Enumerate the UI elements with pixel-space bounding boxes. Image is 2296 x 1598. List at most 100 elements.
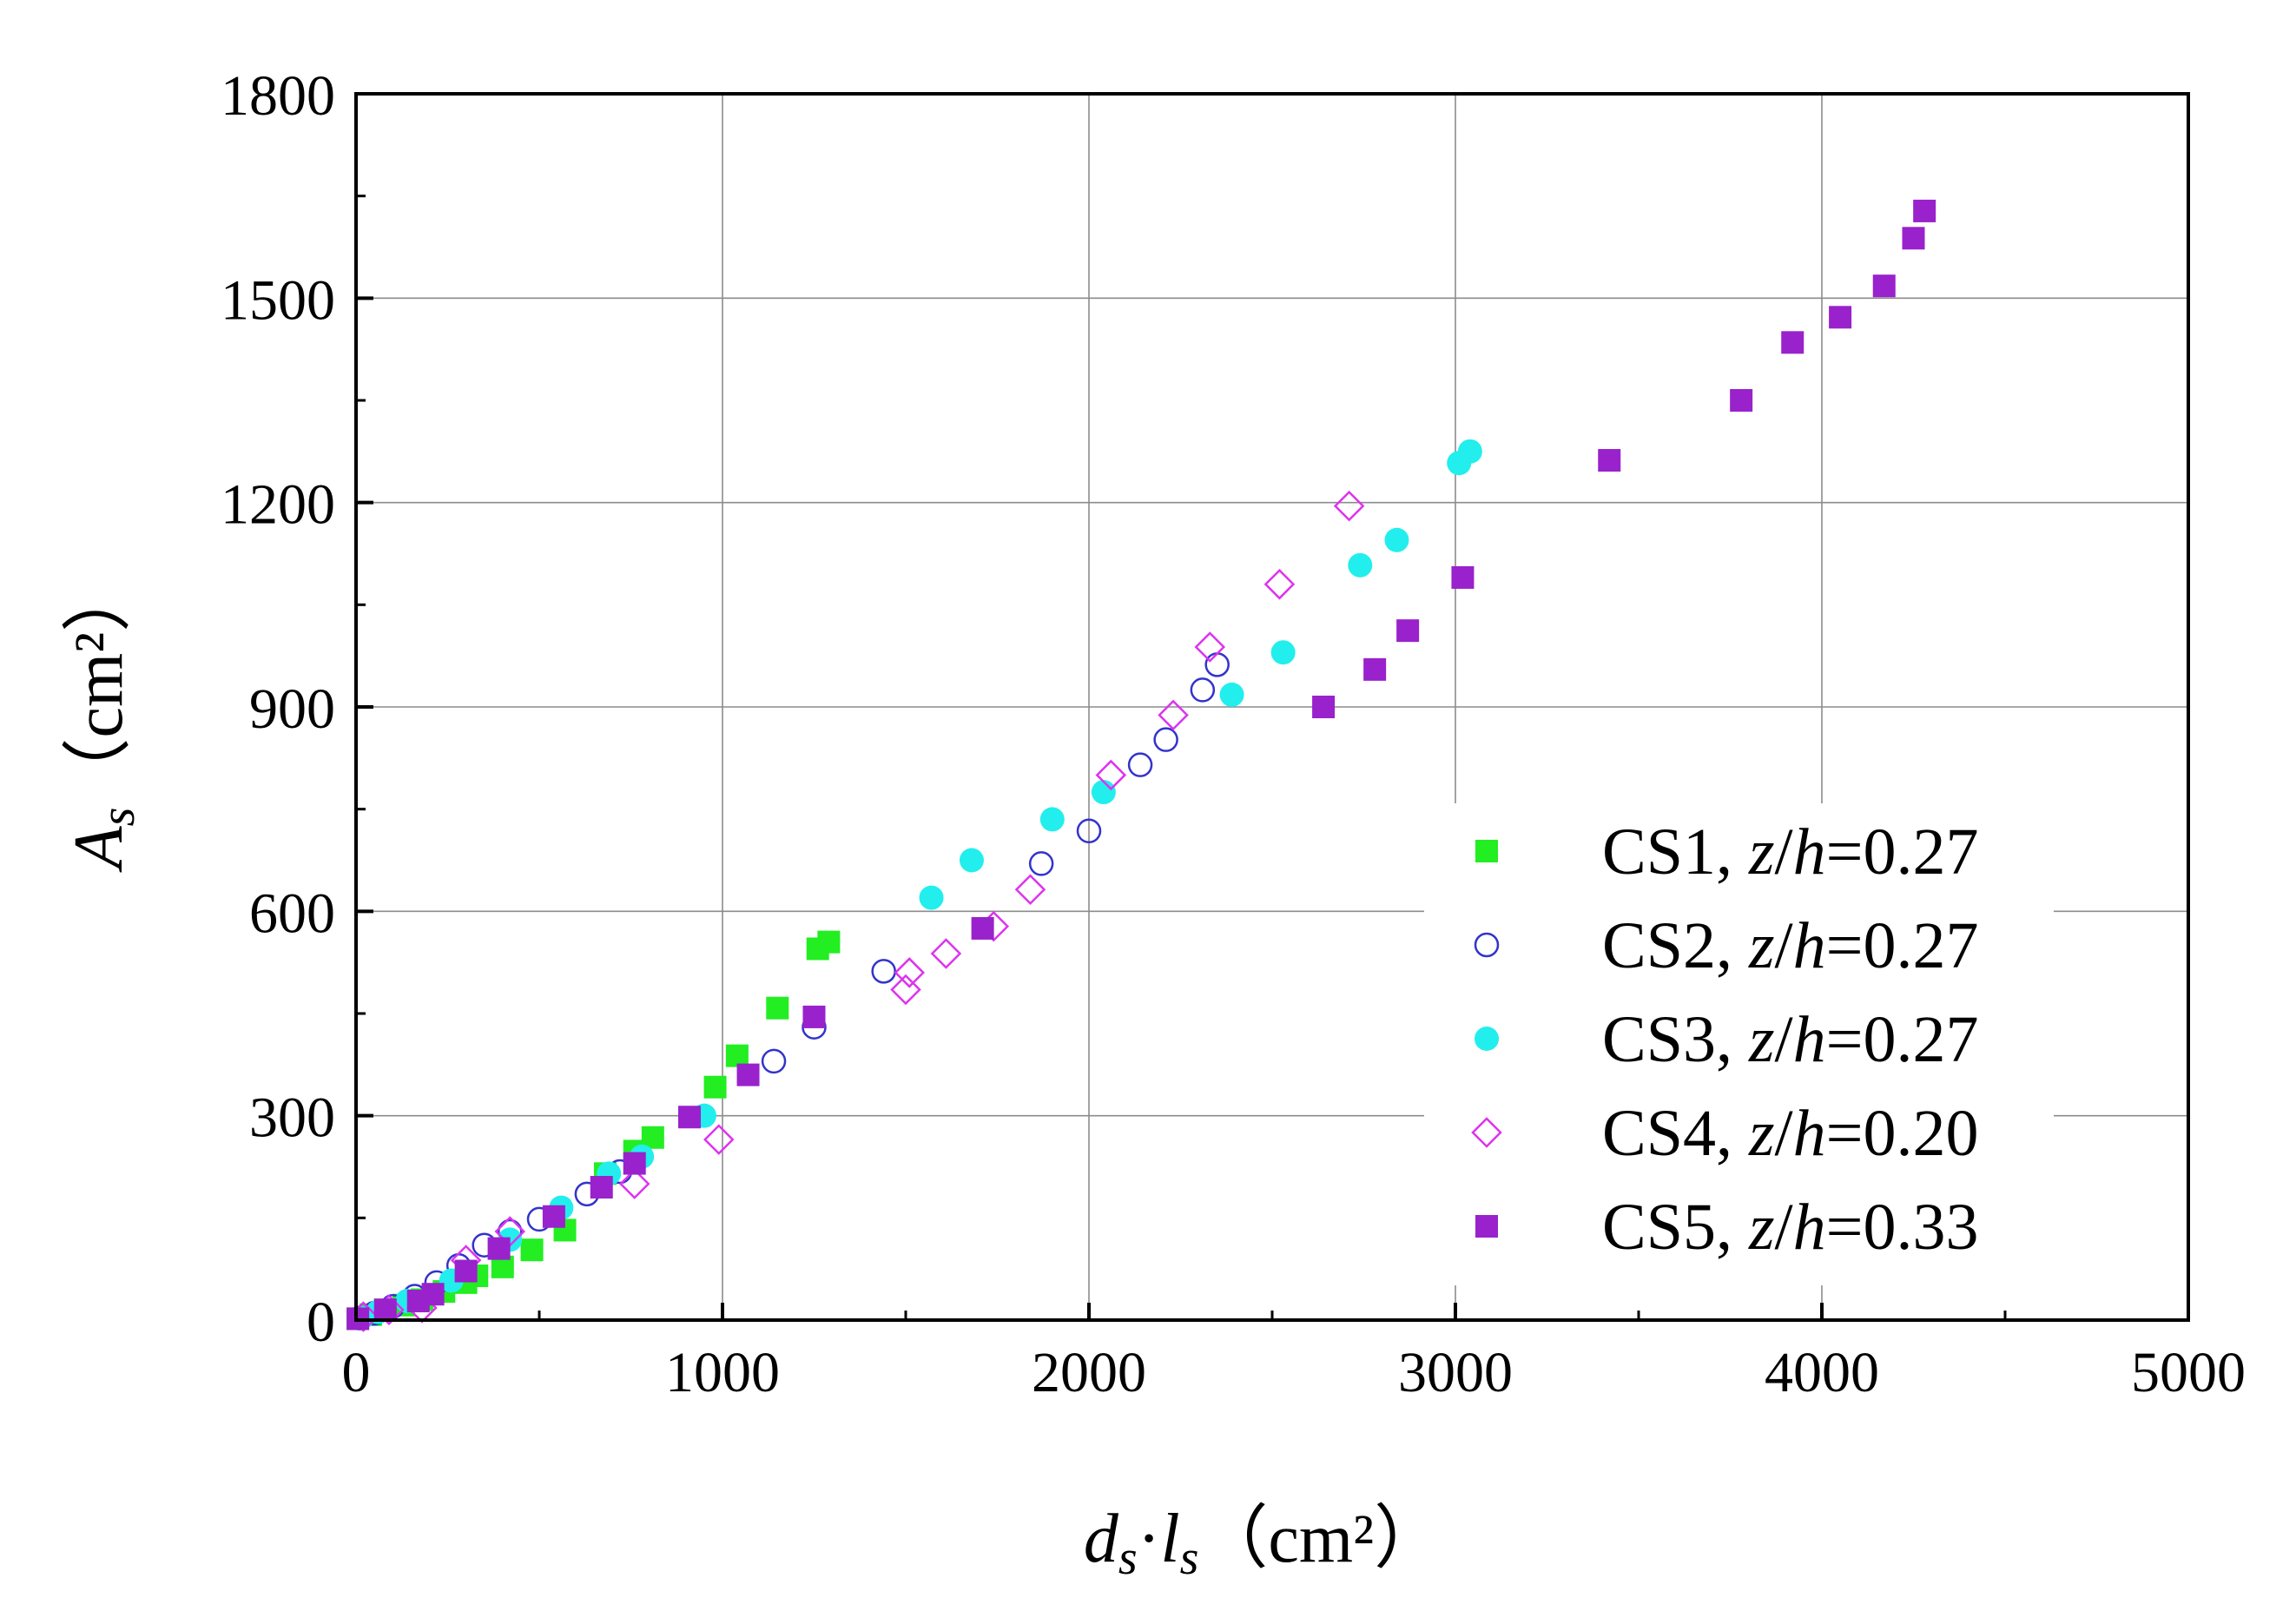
- legend-label-value: =0.27: [1826, 909, 1979, 982]
- legend-label-prefix: CS3,: [1602, 1003, 1749, 1076]
- data-point-cs4: [890, 974, 921, 1006]
- x-axis-title-dot: ·: [1138, 1501, 1161, 1577]
- data-point-cs4: [1158, 699, 1189, 731]
- data-point-cs5: [1902, 227, 1925, 250]
- legend-label-cs5: CS5, z/h=0.33: [1602, 1191, 1979, 1264]
- data-point-cs4: [1014, 874, 1046, 905]
- data-point-cs5: [590, 1176, 613, 1199]
- data-point-cs3: [1384, 527, 1409, 552]
- legend-item-cs2: CS2, z/h=0.27: [1474, 909, 1979, 982]
- y-tick-label: 1200: [221, 473, 335, 537]
- data-point-cs3: [1091, 780, 1116, 805]
- data-point-cs2: [761, 1048, 787, 1074]
- legend-label-cs2: CS2, z/h=0.27: [1602, 909, 1979, 982]
- legend-label-var-h: h: [1793, 1003, 1826, 1076]
- data-point-cs5: [373, 1298, 397, 1322]
- data-point-cs4: [1263, 569, 1296, 600]
- x-axis-title-sub-s1: s: [1118, 1531, 1138, 1585]
- data-point-cs5: [1598, 449, 1621, 472]
- x-tick-label: 3000: [1398, 1341, 1513, 1404]
- data-point-cs5: [1829, 306, 1852, 329]
- legend-label-var-z: z: [1748, 1097, 1775, 1170]
- legend-marker-cs5: [1475, 1215, 1498, 1238]
- data-point-cs3: [1219, 682, 1244, 707]
- data-point-cs2: [1127, 752, 1153, 777]
- y-axis-title: As（cm²）: [61, 563, 145, 873]
- x-axis-title-sub-s2: s: [1180, 1531, 1199, 1585]
- legend-label-slash: /: [1775, 1191, 1794, 1264]
- legend-marker-cs2: [1474, 932, 1500, 958]
- legend-label-var-z: z: [1748, 909, 1775, 982]
- data-point-cs1: [520, 1238, 544, 1262]
- data-point-cs5: [454, 1259, 478, 1283]
- data-point-cs3: [1348, 552, 1373, 578]
- legend-label-prefix: CS5,: [1602, 1191, 1749, 1264]
- legend-item-cs4: CS4, z/h=0.20: [1471, 1097, 1979, 1170]
- data-point-cs3: [1270, 640, 1296, 665]
- legend-item-cs3: CS3, z/h=0.27: [1475, 1003, 1979, 1076]
- data-point-cs1: [766, 996, 789, 1020]
- y-tick-label: 1800: [221, 64, 335, 128]
- legend-marker-cs1: [1475, 840, 1498, 862]
- legend-label-slash: /: [1775, 1097, 1794, 1170]
- data-point-cs5: [1781, 331, 1804, 354]
- x-tick-label: 0: [342, 1341, 371, 1404]
- legend-label-var-h: h: [1793, 816, 1826, 888]
- data-point-cs5: [1312, 696, 1336, 718]
- x-axis-title-var-d: d: [1084, 1501, 1119, 1577]
- x-axis-title: ds·ls（cm²）: [1084, 1501, 1443, 1585]
- legend-label-value: =0.27: [1826, 816, 1979, 888]
- legend-label-value: =0.20: [1826, 1097, 1979, 1170]
- legend-label-slash: /: [1775, 1003, 1794, 1076]
- legend-item-cs1: CS1, z/h=0.27: [1475, 816, 1979, 888]
- y-tick-label: 1500: [221, 268, 335, 332]
- data-point-cs4: [1095, 759, 1127, 791]
- legend-marker-cs4: [1471, 1117, 1502, 1148]
- legend-label-var-h: h: [1793, 1097, 1826, 1170]
- y-axis-title-sub-s: s: [91, 808, 145, 827]
- y-axis-title-unit: （cm²）: [61, 563, 137, 808]
- x-tick-label: 2000: [1032, 1341, 1146, 1404]
- legend-label-value: =0.33: [1826, 1191, 1979, 1264]
- data-point-cs4: [930, 938, 962, 969]
- data-point-cs5: [971, 916, 994, 940]
- data-point-cs5: [1872, 274, 1896, 298]
- x-tick-label: 1000: [665, 1341, 780, 1404]
- data-point-cs2: [1190, 677, 1216, 703]
- data-point-cs5: [487, 1237, 511, 1260]
- y-axis-title-var-a: A: [61, 825, 137, 873]
- data-point-cs1: [817, 930, 841, 954]
- data-point-cs1: [725, 1044, 749, 1067]
- data-point-cs5: [802, 1005, 826, 1028]
- legend-marker-cs3: [1475, 1027, 1499, 1051]
- data-point-cs5: [1363, 657, 1387, 681]
- data-layer: [346, 199, 1936, 1332]
- data-point-cs5: [1396, 619, 1420, 643]
- data-point-cs2: [871, 959, 896, 984]
- legend-label-prefix: CS1,: [1602, 816, 1749, 888]
- data-point-cs2: [1153, 727, 1178, 752]
- x-axis-title-var-l: l: [1160, 1501, 1179, 1577]
- y-tick-label: 900: [249, 677, 335, 741]
- data-point-cs4: [1194, 631, 1226, 663]
- data-point-cs5: [1913, 199, 1936, 222]
- series-cs5: [346, 199, 1936, 1331]
- data-point-cs5: [1730, 389, 1753, 412]
- legend-label-slash: /: [1775, 816, 1794, 888]
- legend-label-var-h: h: [1793, 909, 1826, 982]
- x-tick-label: 5000: [2131, 1341, 2246, 1404]
- legend-item-cs5: CS5, z/h=0.33: [1475, 1191, 1979, 1264]
- data-point-cs2: [1076, 818, 1102, 844]
- data-point-cs5: [542, 1205, 565, 1228]
- legend-label-cs3: CS3, z/h=0.27: [1602, 1003, 1979, 1076]
- data-point-cs3: [919, 885, 944, 910]
- data-point-cs2: [1028, 851, 1054, 876]
- data-point-cs1: [703, 1075, 727, 1099]
- x-axis-title-unit: （cm²）: [1198, 1501, 1443, 1577]
- legend-label-value: =0.27: [1826, 1003, 1979, 1076]
- data-point-cs3: [1039, 807, 1065, 832]
- y-tick-label: 300: [249, 1086, 335, 1150]
